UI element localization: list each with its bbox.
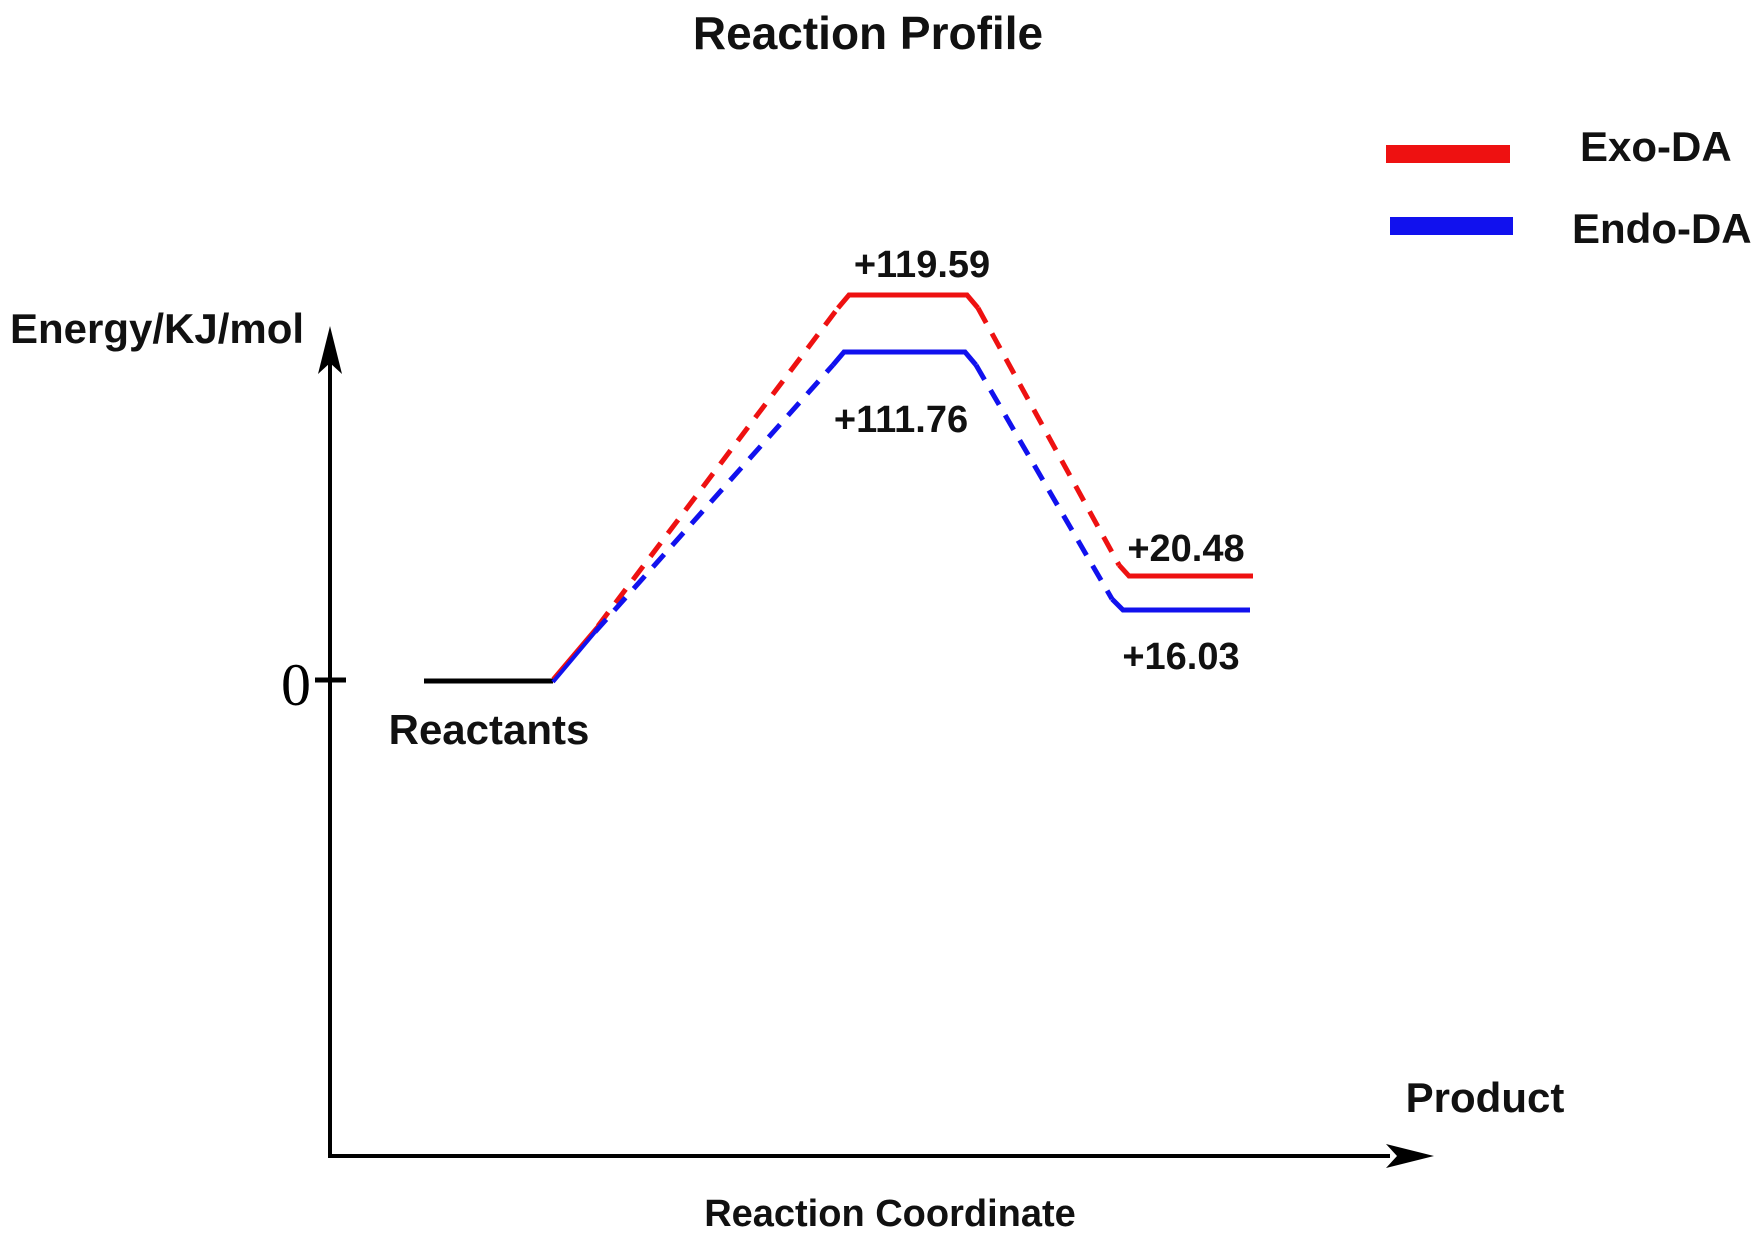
x-axis: Reaction Coordinate [328,1144,1434,1235]
endo-product-level [1110,597,1250,613]
reactants-label: Reactants [389,706,590,753]
exo-product-energy-label: +20.48 [1127,528,1244,570]
endo-fall-dashed-segment [973,363,1115,601]
y-axis: Energy/KJ/mol 0 [10,305,346,1156]
endo-rise-solid-segment [551,630,597,684]
legend-swatch-exo [1386,145,1510,163]
origin-tick-label: 0 [281,652,311,718]
y-axis-label: Energy/KJ/mol [10,305,304,352]
x-axis-arrowhead-icon [1386,1144,1434,1168]
product-label: Product [1406,1074,1565,1121]
legend-label-exo: Exo-DA [1580,123,1732,170]
exo-product-level [1117,563,1253,579]
exo-fall-dashed-segment [975,306,1122,567]
exo-transition-state-level [836,292,980,310]
legend-label-endo: Endo-DA [1572,205,1752,252]
exo-rise-dashed-segment [596,306,840,628]
endo-ts-energy-label: +111.76 [834,399,968,441]
series-endo: +111.76 +16.03 [551,349,1250,684]
endo-product-energy-label: +16.03 [1122,636,1239,678]
endo-rise-dashed-segment [593,363,835,634]
endo-transition-state-level [831,349,978,367]
legend-swatch-endo [1390,217,1513,235]
series-exo: +119.59 +20.48 [551,244,1253,681]
legend: Exo-DA Endo-DA [1386,123,1752,252]
exo-ts-energy-label: +119.59 [854,244,990,286]
y-axis-arrowhead-icon [318,326,342,374]
chart-title: Reaction Profile [693,7,1043,59]
x-axis-label: Reaction Coordinate [704,1193,1076,1235]
